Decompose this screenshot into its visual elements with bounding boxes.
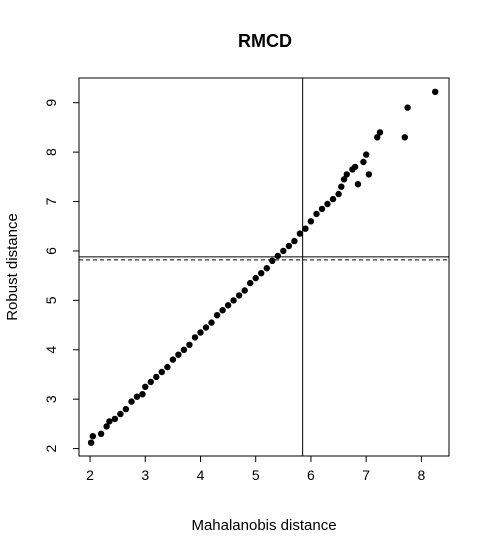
scatter-point (374, 134, 381, 141)
y-tick-label: 7 (43, 197, 59, 205)
x-tick-label: 7 (362, 467, 370, 483)
y-tick-label: 5 (43, 296, 59, 304)
scatter-point (89, 433, 97, 440)
scatter-point (235, 292, 243, 299)
y-axis-label: Robust distance (4, 213, 21, 321)
scatter-point (247, 279, 254, 287)
scatter-point (302, 225, 309, 232)
scatter-point (122, 405, 130, 413)
scatter-point (213, 312, 221, 319)
scatter-point (313, 210, 320, 218)
scatter-point (208, 319, 215, 326)
scatter-point (252, 274, 259, 282)
scatter-point (335, 190, 342, 198)
scatter-point (296, 230, 304, 237)
y-tick-label: 4 (43, 346, 59, 354)
x-tick-label: 3 (141, 467, 149, 483)
scatter-point (354, 181, 362, 188)
scatter-point (111, 415, 119, 423)
chart-title: RMCD (238, 31, 292, 51)
scatter-point (139, 391, 146, 398)
scatter-point (318, 205, 326, 213)
y-tick-label: 2 (43, 444, 59, 452)
x-tick-label: 6 (307, 467, 315, 483)
scatter-point (230, 297, 237, 304)
scatter-point (307, 218, 315, 225)
y-axis-ticks: 2 3 4 5 6 7 8 9 (43, 99, 79, 452)
scatter-point (103, 423, 110, 430)
scatter-point (376, 129, 384, 136)
scatter-point (329, 195, 337, 203)
x-axis-ticks: 2 3 4 5 6 7 8 (86, 456, 425, 483)
scatter-point (191, 334, 199, 341)
scatter-point (175, 351, 182, 358)
scatter-point (219, 307, 226, 314)
scatter-point (263, 265, 270, 272)
x-tick-label: 8 (417, 467, 425, 483)
scatter-point (202, 324, 210, 331)
plot-frame (78, 77, 450, 457)
scatter-point (291, 237, 298, 245)
scatter-point (147, 378, 154, 386)
scatter-point (280, 247, 287, 255)
scatter-point (360, 158, 367, 166)
y-tick-label: 8 (43, 148, 59, 156)
scatter-point (274, 252, 281, 260)
scatter-points (87, 88, 439, 446)
scatter-point (87, 439, 95, 446)
scatter-point (164, 363, 171, 371)
y-tick-label: 6 (43, 247, 59, 255)
scatter-point (258, 270, 265, 277)
scatter-point (142, 383, 149, 390)
scatter-point (128, 398, 135, 405)
scatter-point (224, 302, 232, 309)
y-tick-label: 9 (43, 99, 59, 107)
x-tick-label: 5 (252, 467, 260, 483)
scatter-point (158, 368, 165, 376)
scatter-point (133, 393, 141, 400)
scatter-point (169, 356, 177, 363)
scatter-point (180, 346, 188, 353)
scatter-point (432, 88, 439, 96)
x-tick-label: 4 (197, 467, 205, 483)
scatter-point (285, 242, 293, 250)
scatter-point (197, 329, 204, 336)
scatter-point (340, 176, 348, 183)
scatter-point (269, 257, 276, 264)
x-axis-label: Mahalanobis distance (191, 517, 336, 534)
scatter-point (324, 200, 331, 208)
scatter-point (97, 430, 105, 437)
scatter-point (186, 341, 193, 348)
y-tick-label: 3 (43, 395, 59, 403)
scatter-point (363, 151, 370, 158)
x-tick-label: 2 (86, 467, 94, 483)
scatter-point (106, 418, 113, 425)
scatter-point (241, 287, 248, 294)
scatter-point (404, 104, 411, 111)
scatter-point (153, 373, 160, 381)
scatter-point (365, 171, 373, 178)
scatter-point (343, 171, 350, 178)
scatter-point (351, 163, 359, 171)
scatter-point (117, 410, 124, 418)
scatter-point (401, 134, 408, 141)
scatter-point (338, 183, 345, 190)
